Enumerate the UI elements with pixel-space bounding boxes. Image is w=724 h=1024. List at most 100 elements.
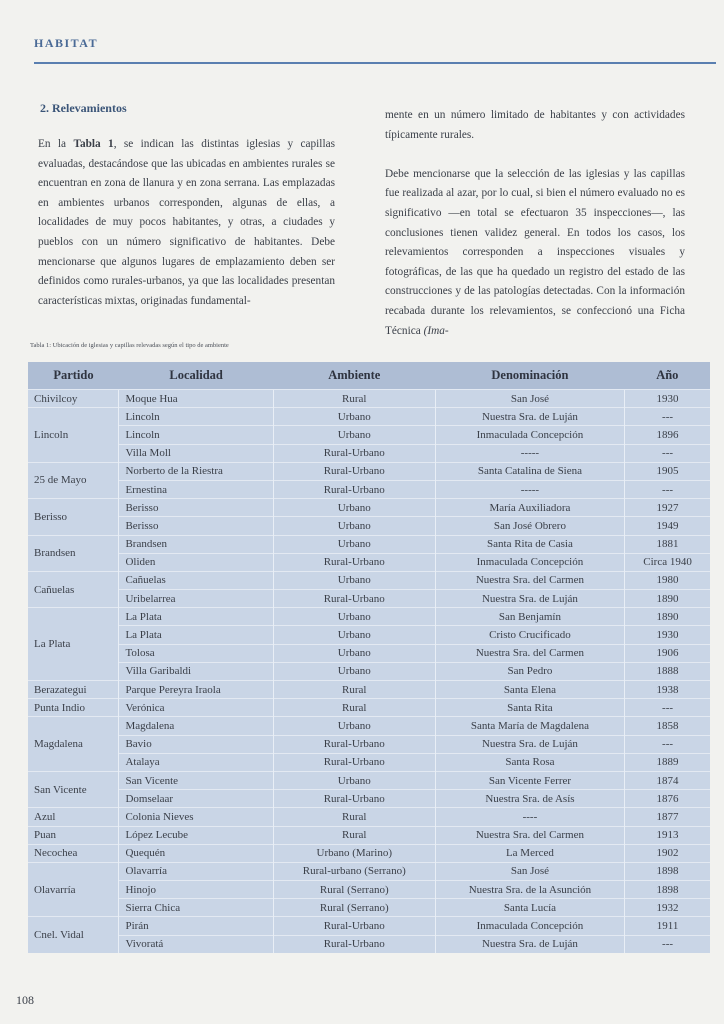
table-row: Sierra Chica Rural (Serrano) Santa Lucía 19…	[28, 898, 710, 917]
table-cell: Urbano	[272, 625, 436, 645]
table-row: Berazategui Parque Pereyra Iraola Rural San…	[28, 679, 710, 699]
table-row: Lincoln Urbano Inmaculada Concepción 1896	[28, 425, 710, 445]
table-cell: 1858	[624, 716, 710, 736]
table-cell: María Auxiliadora	[434, 498, 625, 517]
table-cell: Cañuelas	[118, 570, 274, 590]
table-row: Azul Colonia Nieves Rural ---- 1877	[28, 807, 710, 826]
table-cell: La Plata	[118, 625, 274, 645]
table-cell: Rural-Urbano	[272, 479, 436, 499]
table-row: Cañuelas Cañuelas Urbano Nuestra Sra. del C…	[28, 570, 710, 608]
table-cell: San Vicente Ferrer	[434, 770, 625, 790]
table-cell: Rural-Urbano	[272, 789, 436, 808]
table-cell: 1889	[624, 752, 710, 772]
table-cell: Domselaar	[118, 789, 274, 808]
table-cell: Rural	[272, 698, 436, 717]
table-cell: ---	[624, 443, 710, 463]
table-cell: Santa Catalina de Siena	[434, 461, 625, 481]
table-cell: Nuestra Sra. de Luján	[434, 407, 625, 426]
table-cell: Uribelarrea	[118, 589, 274, 608]
table-row: Ernestina Rural-Urbano ----- ---	[28, 479, 710, 499]
table-caption: Tabla 1: Ubicación de iglesias y capilla…	[30, 342, 229, 349]
table-row: 25 de Mayo Norberto de la Riestra Rural-Ur…	[28, 461, 710, 499]
table-cell: 1932	[624, 898, 710, 917]
header: HABITAT	[34, 34, 716, 64]
table-body: Chivilcoy Moque Hua Rural San José 1930 Linco…	[28, 388, 710, 953]
table-cell: Nuestra Sra. de Luján	[434, 589, 625, 608]
table-cell: Urbano	[272, 716, 436, 736]
table: Partido Localidad Ambiente Denominación Año C…	[28, 362, 710, 953]
table-row: Puan López Lecube Rural Nuestra Sra. del Ca…	[28, 825, 710, 845]
table-row: San Vicente San Vicente Urbano San Vicente …	[28, 770, 710, 808]
section-title: 2. Relevamientos	[40, 101, 127, 115]
table-cell: San Benjamín	[434, 607, 625, 626]
table-cell: ---	[624, 934, 710, 953]
table-row: Olavarría Olavarría Rural-urbano (Serrano)…	[28, 861, 710, 917]
table-row: Punta Indio Verónica Rural Santa Rita ---	[28, 698, 710, 717]
table-cell: 1881	[624, 534, 710, 554]
partido-cell: Cañuelas	[28, 570, 119, 608]
partido-cell: Necochea	[28, 843, 119, 863]
table-cell: Nuestra Sra. del Carmen	[434, 825, 625, 845]
table-row: Hinojo Rural (Serrano) Nuestra Sra. de la …	[28, 880, 710, 899]
partido-cell: Magdalena	[28, 716, 119, 772]
table-cell: 1949	[624, 516, 710, 535]
table-cell: 1911	[624, 916, 710, 936]
table-cell: Berisso	[118, 498, 274, 517]
table-cell: 1898	[624, 880, 710, 899]
table-row: Uribelarrea Rural-Urbano Nuestra Sra. de L…	[28, 589, 710, 608]
table-cell: Nuestra Sra. de Luján	[434, 734, 625, 754]
page-number: 108	[16, 993, 34, 1007]
partido-cell: Berisso	[28, 498, 119, 535]
table-cell: 1906	[624, 643, 710, 663]
table-cell: Urbano	[272, 607, 436, 626]
table-row: Brandsen Brandsen Urbano Santa Rita de Casi…	[28, 534, 710, 572]
partido-cell: 25 de Mayo	[28, 461, 119, 499]
table-cell: Rural-Urbano	[272, 916, 436, 936]
table-cell: Inmaculada Concepción	[434, 552, 625, 572]
table-cell: Atalaya	[118, 752, 274, 772]
table-cell: Norberto de la Riestra	[118, 461, 274, 481]
table-cell: San Pedro	[434, 661, 625, 681]
table-cell: Rural-Urbano	[272, 934, 436, 953]
table-cell: La Plata	[118, 607, 274, 626]
text: En la	[38, 138, 74, 150]
text-bold: Tabla 1	[73, 138, 114, 150]
table-cell: Santa Rita de Casia	[434, 534, 625, 554]
table-cell: Rural-urbano (Serrano)	[272, 861, 436, 881]
table-row: Villa Moll Rural-Urbano ----- ---	[28, 443, 710, 463]
table-cell: Nuestra Sra. de Luján	[434, 934, 625, 953]
table-cell: Verónica	[118, 698, 274, 717]
table-cell: 1905	[624, 461, 710, 481]
table-cell: Nuestra Sra. del Carmen	[434, 643, 625, 663]
partido-cell: San Vicente	[28, 770, 119, 808]
table-cell: Santa Elena	[434, 679, 625, 699]
table-cell: San José	[434, 388, 625, 408]
paragraph: mente en un número limitado de habitante…	[385, 109, 685, 141]
table-cell: Villa Garibaldi	[118, 661, 274, 681]
table-cell: Tolosa	[118, 643, 274, 663]
table-cell: Rural-Urbano	[272, 443, 436, 463]
table-cell: Urbano	[272, 534, 436, 554]
table-cell: Santa Rosa	[434, 752, 625, 772]
table-row: Berisso Berisso Urbano María Auxiliadora 192…	[28, 498, 710, 535]
right-column: mente en un número limitado de habitante…	[385, 106, 685, 361]
table-cell: ---	[624, 407, 710, 426]
table-cell: Urbano	[272, 498, 436, 517]
table-cell: -----	[434, 443, 625, 463]
table-cell: Rural	[272, 807, 436, 826]
table-cell: Santa Rita	[434, 698, 625, 717]
table-cell: Urbano	[272, 643, 436, 663]
table-cell: Rural-Urbano	[272, 752, 436, 772]
table-cell: 1902	[624, 843, 710, 863]
table-cell: 1896	[624, 425, 710, 445]
table-row: Oliden Rural-Urbano Inmaculada Concepción C…	[28, 552, 710, 572]
table-cell: Nuestra Sra. del Carmen	[434, 570, 625, 590]
table-row: Villa Garibaldi Urbano San Pedro 1888	[28, 661, 710, 681]
partido-cell: Punta Indio	[28, 698, 119, 717]
table-cell: Bavio	[118, 734, 274, 754]
column-header: Ambiente	[273, 362, 436, 390]
table-cell: Moque Hua	[118, 388, 274, 408]
header-row: Partido Localidad Ambiente Denominación Año	[28, 362, 710, 390]
table-row: Berisso Urbano San José Obrero 1949	[28, 516, 710, 535]
table-cell: La Merced	[434, 843, 625, 863]
